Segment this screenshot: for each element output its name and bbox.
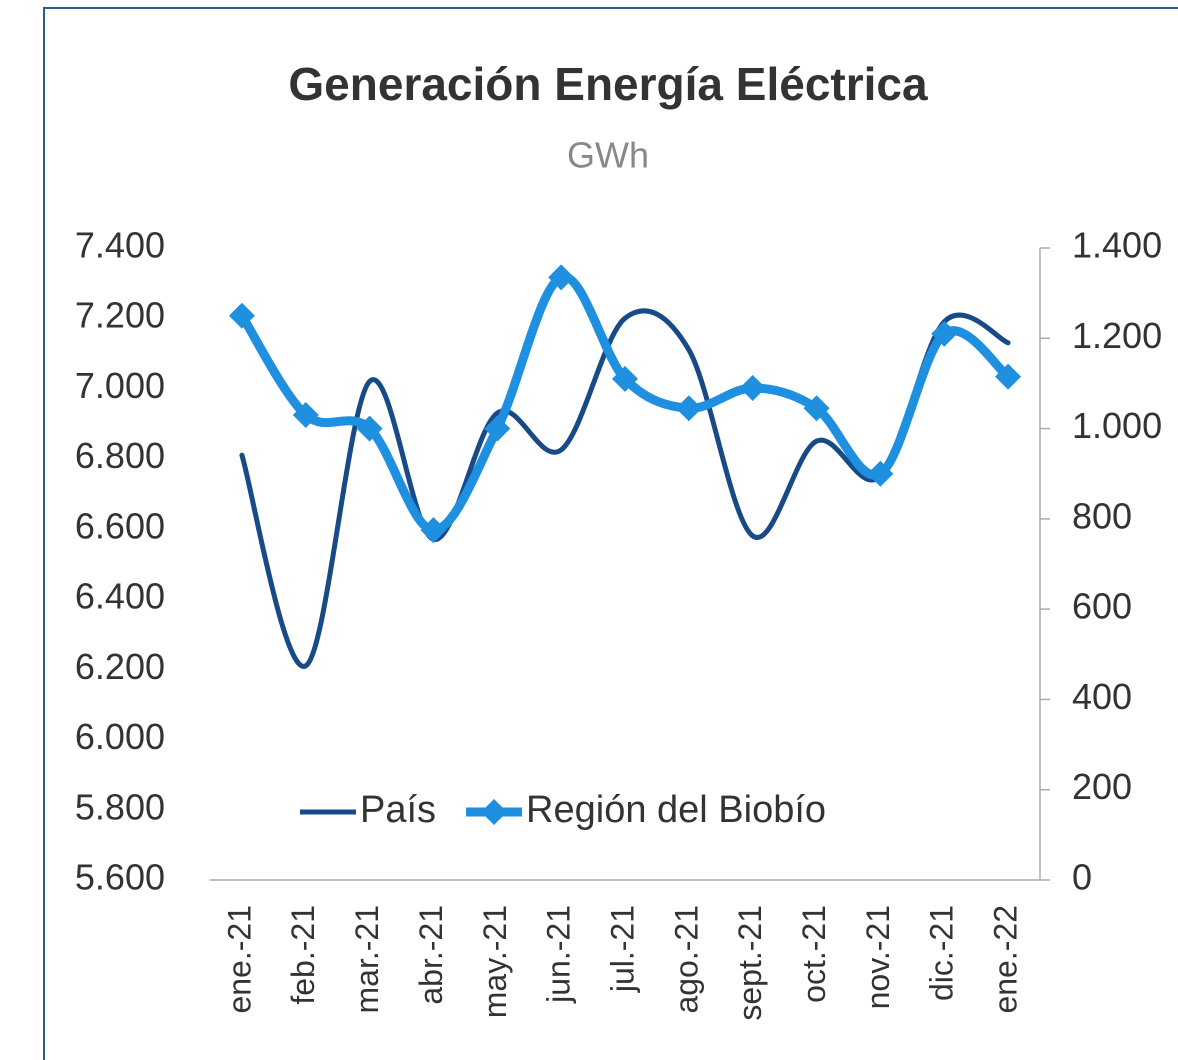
chart-title: Generación Energía Eléctrica: [288, 58, 928, 110]
y-tick-label: 7.200: [75, 295, 165, 336]
x-tick-label: abr.-21: [413, 905, 449, 1005]
y-tick-label: 6.200: [75, 646, 165, 687]
marker: [228, 302, 255, 329]
marker: [420, 517, 447, 544]
y2-tick-label: 1.000: [1072, 405, 1162, 446]
y2-tick-label: 1.400: [1072, 225, 1162, 266]
y2-tick-label: 600: [1072, 586, 1132, 627]
y2-tick-label: 0: [1072, 857, 1092, 898]
marker: [803, 395, 830, 422]
legend-label: País: [360, 789, 436, 831]
marker: [484, 415, 511, 442]
x-tick-label: mar.-21: [349, 905, 385, 1013]
y-tick-label: 6.800: [75, 435, 165, 476]
x-tick-label: oct.-21: [796, 905, 832, 1003]
chart-subtitle: GWh: [567, 135, 649, 176]
legend-marker: [481, 799, 508, 825]
marker: [548, 264, 575, 291]
y-tick-label: 6.400: [75, 576, 165, 617]
legend-label: Región del Biobío: [526, 789, 826, 831]
marker: [867, 460, 894, 487]
y-tick-label: 5.600: [75, 857, 165, 898]
marker: [612, 365, 638, 392]
marker: [356, 415, 383, 442]
x-tick-label: dic.-21: [924, 905, 960, 1001]
x-tick-label: ene.-21: [221, 905, 257, 1014]
series-line: [237, 272, 1013, 535]
x-tick-label: feb.-21: [285, 905, 321, 1005]
x-tick-label: ago.-21: [668, 905, 704, 1014]
marker: [675, 395, 702, 422]
y-tick-label: 6.600: [75, 505, 165, 546]
y2-tick-label: 200: [1072, 766, 1132, 807]
x-tick-label: jun.-21: [541, 905, 577, 1004]
y2-tick-label: 800: [1072, 495, 1132, 536]
x-tick-label: ene.-22: [988, 905, 1024, 1014]
marker: [739, 374, 766, 401]
y-tick-label: 5.800: [75, 786, 165, 827]
series-line: [239, 308, 1011, 669]
x-tick-label: jul.-21: [604, 905, 640, 993]
marker: [292, 402, 319, 429]
y-tick-label: 7.400: [75, 225, 165, 266]
frame: [43, 7, 1178, 1060]
x-tick-label: nov.-21: [860, 905, 896, 1009]
x-tick-label: sept.-21: [732, 905, 768, 1021]
marker: [995, 363, 1022, 390]
y-tick-label: 7.000: [75, 365, 165, 406]
y2-tick-label: 1.200: [1072, 315, 1162, 356]
x-tick-label: may.-21: [477, 905, 513, 1018]
marker: [931, 320, 958, 347]
y2-tick-label: 400: [1072, 676, 1132, 717]
y-tick-label: 6.000: [75, 716, 165, 757]
